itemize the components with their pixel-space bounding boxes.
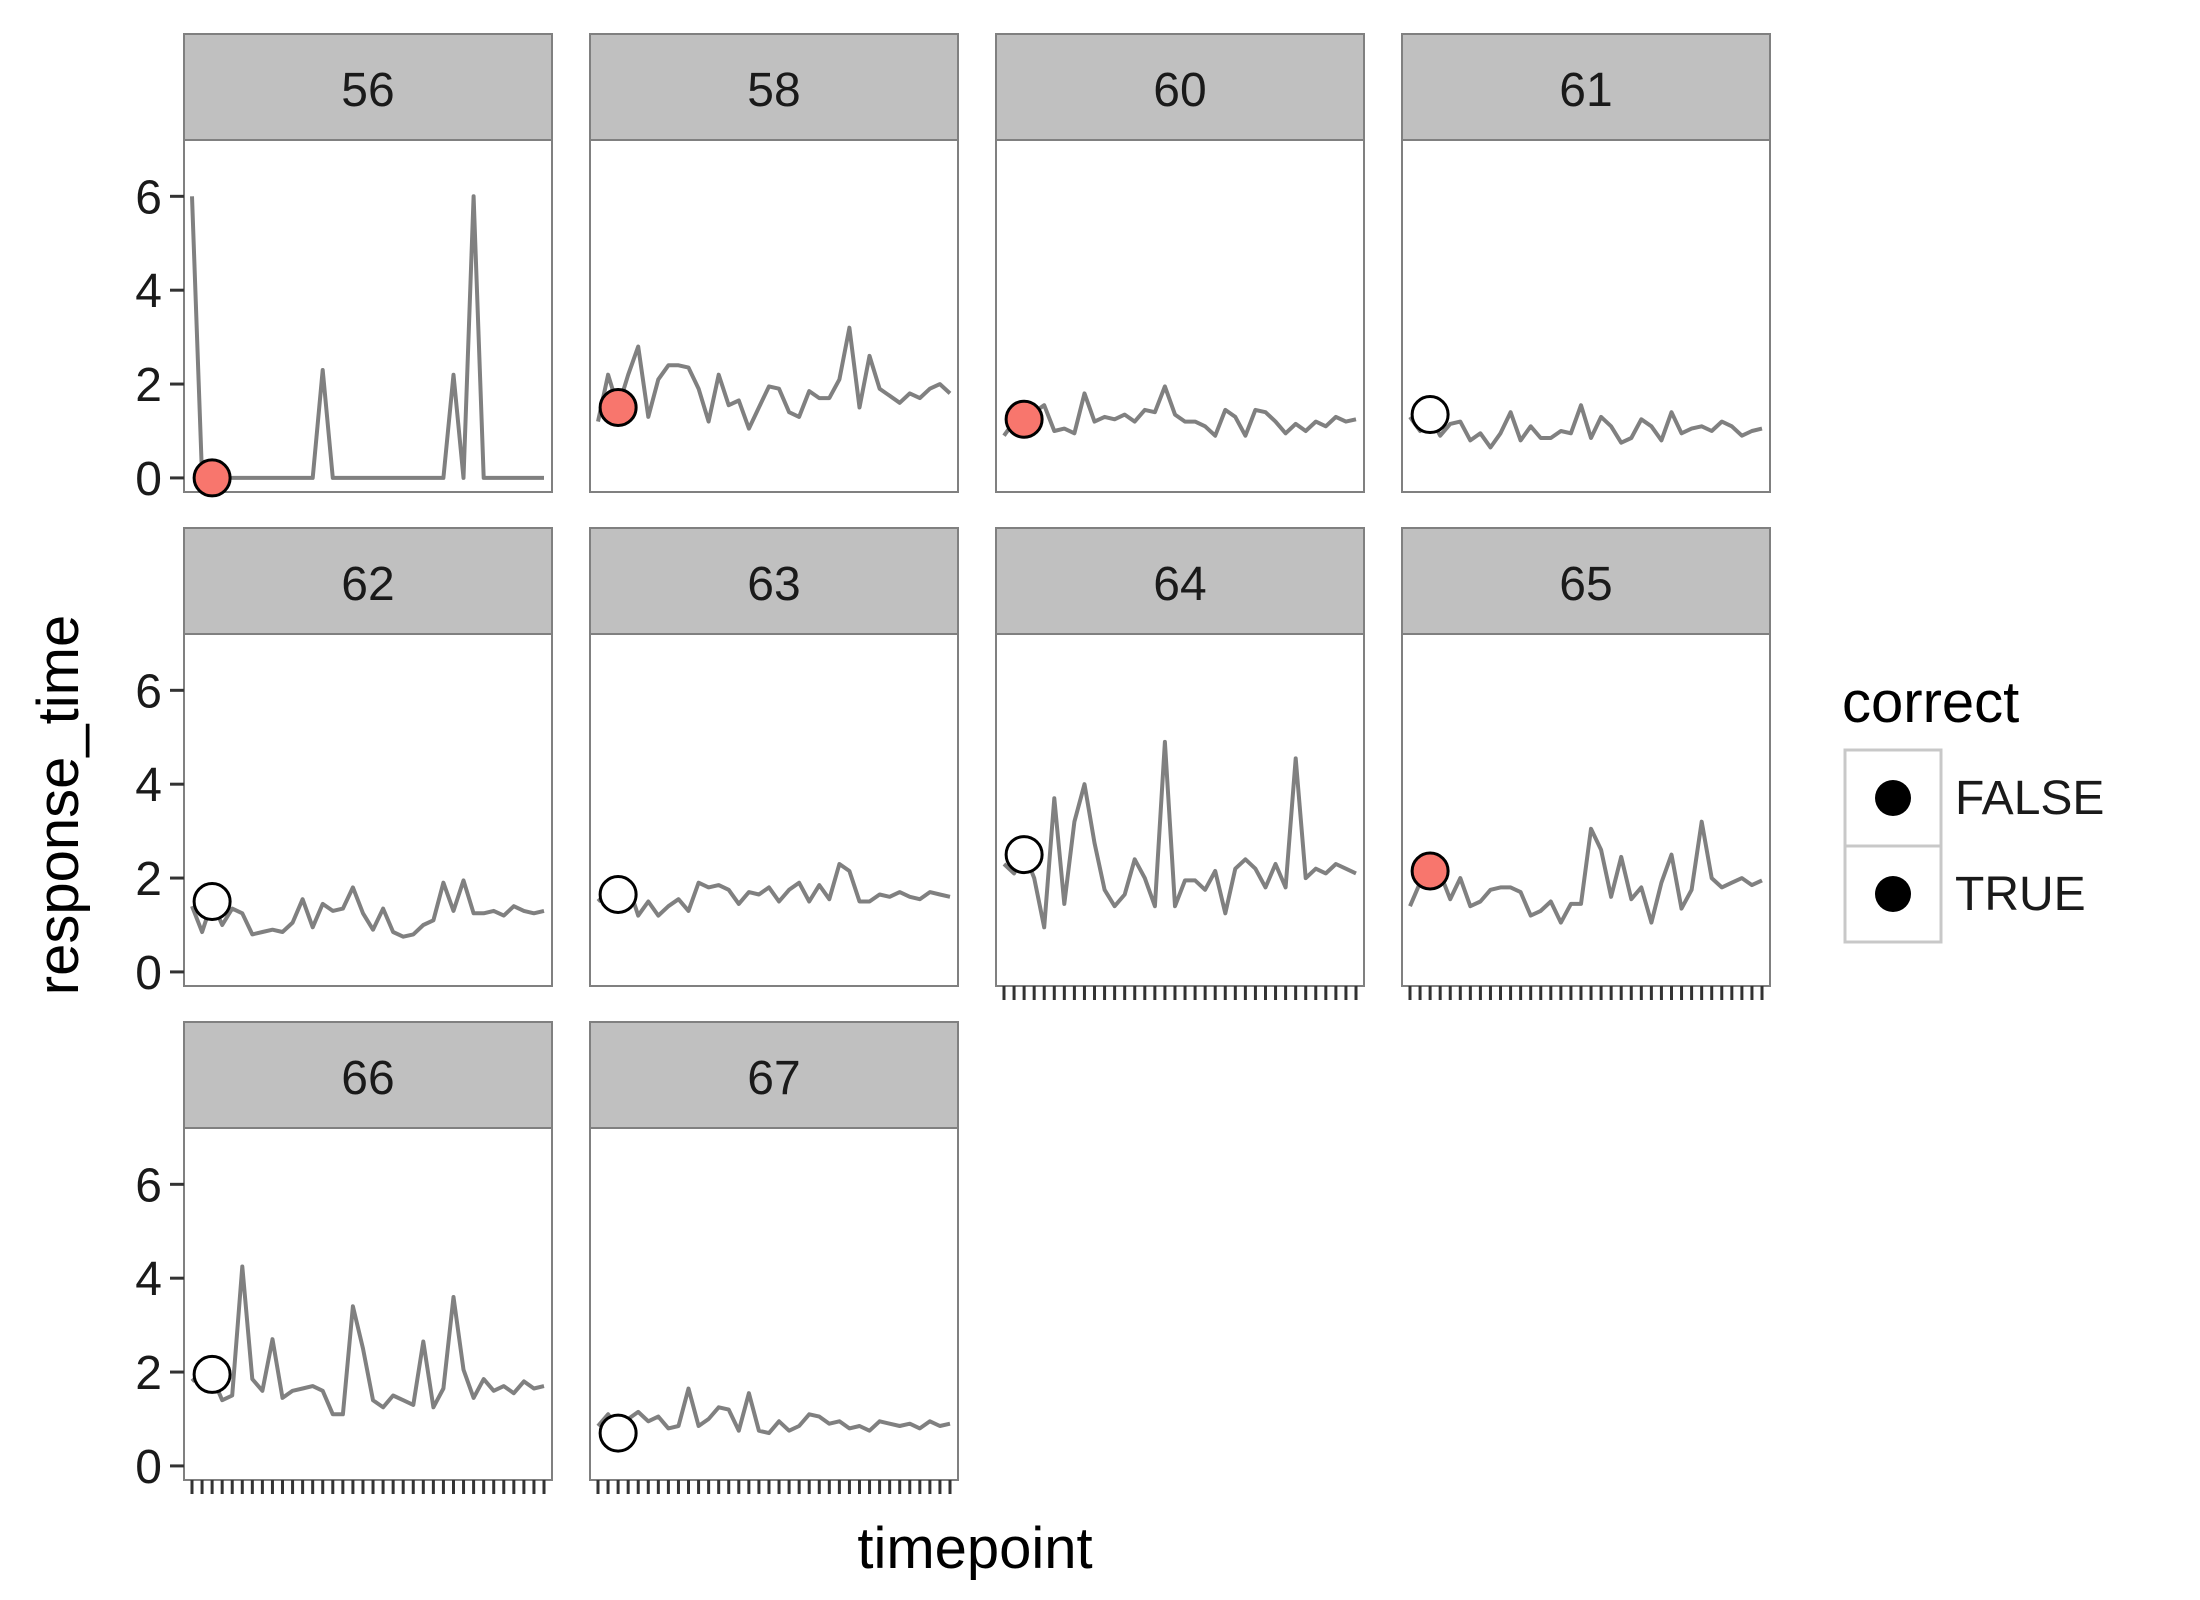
y-tick-label: 4 [135, 759, 162, 812]
panels-layer: 56 0 2 4 6 58 60 61 62 0 2 4 6 63 64 65 66 0 2 4 6 67 [135, 33, 1771, 1494]
response-time-line [596, 1386, 951, 1436]
first-point-marker [1004, 399, 1044, 439]
facet-panel-61: 61 [1401, 33, 1771, 493]
response-time-line [190, 194, 544, 480]
legend-key-dot [1875, 780, 1911, 816]
y-tick-label: 6 [135, 665, 162, 718]
legend-entry-false: FALSE [1843, 748, 2104, 848]
facet-strip-label: 61 [1559, 64, 1612, 117]
facet-strip-label: 63 [747, 558, 800, 611]
facet-panel-65: 65 [1401, 527, 1771, 1000]
plot-area [183, 139, 553, 493]
first-point-marker [192, 882, 232, 922]
facet-strip [183, 33, 553, 141]
plot-area [589, 139, 959, 493]
response-time-line [596, 862, 951, 918]
first-point-marker [192, 1354, 232, 1394]
plot-area [183, 633, 553, 987]
legend-label: TRUE [1955, 868, 2086, 921]
facet-strip-label: 64 [1153, 558, 1206, 611]
y-tick-label: 0 [135, 453, 162, 506]
first-point-marker [1004, 835, 1044, 875]
facet-strip-label: 62 [341, 558, 394, 611]
first-point-marker [598, 874, 638, 914]
y-tick-label: 0 [135, 947, 162, 1000]
facet-strip-label: 60 [1153, 64, 1206, 117]
plot-area [1401, 633, 1771, 987]
y-tick-label: 6 [135, 1159, 162, 1212]
response-time-line [1002, 739, 1357, 930]
facet-panel-56: 56 0 2 4 6 [135, 33, 553, 506]
response-time-line [190, 1264, 545, 1417]
response-time-line [596, 325, 952, 431]
legend: correct FALSE TRUE [1842, 670, 2104, 944]
plot-area [589, 633, 959, 987]
legend-title: correct [1842, 670, 2019, 735]
facet-strip [1401, 527, 1771, 635]
facet-panel-66: 66 0 2 4 6 [135, 1021, 553, 1494]
legend-key-dot [1875, 876, 1911, 912]
response-time-line [190, 878, 545, 939]
legend-label: FALSE [1955, 772, 2104, 825]
facet-panel-60: 60 [995, 33, 1365, 493]
legend-entries: FALSE TRUE [1843, 748, 2104, 944]
response-time-line [1408, 819, 1763, 925]
legend-entry-true: TRUE [1843, 844, 2086, 944]
plot-area [995, 139, 1365, 493]
first-point-marker [1410, 395, 1450, 435]
facet-strip-label: 65 [1559, 558, 1612, 611]
y-axis-title: response_time [26, 615, 91, 995]
response-time-line [1002, 384, 1357, 438]
facet-strip-label: 58 [747, 64, 800, 117]
y-tick-label: 4 [135, 265, 162, 318]
y-tick-label: 2 [135, 359, 162, 412]
plot-area [995, 633, 1365, 987]
facet-panel-62: 62 0 2 4 6 [135, 527, 553, 1000]
facet-panel-58: 58 [589, 33, 959, 493]
facet-strip-label: 66 [341, 1052, 394, 1105]
y-tick-label: 6 [135, 171, 162, 224]
y-tick-label: 2 [135, 853, 162, 906]
facet-strip [183, 1021, 553, 1129]
y-tick-label: 2 [135, 1347, 162, 1400]
first-point-marker [598, 1413, 638, 1453]
y-tick-label: 0 [135, 1441, 162, 1494]
facet-panel-64: 64 [995, 527, 1365, 1000]
facet-strip [995, 527, 1365, 635]
plot-area [1401, 139, 1771, 493]
x-axis-title: timepoint [857, 1516, 1092, 1581]
first-point-marker [1410, 851, 1450, 891]
response-time-line [1408, 403, 1763, 450]
first-point-marker [192, 458, 232, 498]
facet-strip [183, 527, 553, 635]
facet-strip [995, 33, 1365, 141]
y-tick-label: 4 [135, 1253, 162, 1306]
facet-strip-label: 67 [747, 1052, 800, 1105]
facet-strip [589, 1021, 959, 1129]
facet-panel-67: 67 [589, 1021, 959, 1494]
facet-strip [1401, 33, 1771, 141]
facet-panel-63: 63 [589, 527, 959, 987]
first-point-marker [598, 388, 638, 428]
facet-strip-label: 56 [341, 64, 394, 117]
